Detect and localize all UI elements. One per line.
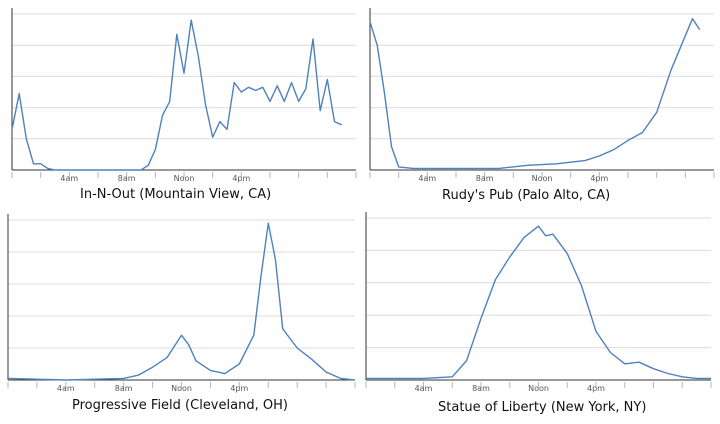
- x-tick-label: Noon: [528, 384, 549, 393]
- series-line: [7, 222, 356, 381]
- chart-svg-4: 4am 8am Noon 4pm: [365, 212, 712, 393]
- chart-svg-2: 4am 8am Noon 4pm: [369, 8, 715, 183]
- chart-panel-3: 4am 8am Noon 4pm Progressive Field (Clevela…: [0, 212, 360, 424]
- x-tick-label: 4am: [57, 384, 75, 393]
- x-tick-label: 4pm: [232, 174, 250, 183]
- x-tick-label: 8am: [115, 384, 133, 393]
- x-tick-label: 4pm: [230, 384, 248, 393]
- series-line: [369, 18, 701, 170]
- chart-title: Statue of Liberty (New York, NY): [438, 400, 647, 415]
- chart-svg-3: 4am 8am Noon 4pm: [7, 214, 356, 393]
- x-tick-label: 4am: [418, 174, 436, 183]
- x-tick-label: 8am: [476, 174, 494, 183]
- chart-panel-2: 4am 8am Noon 4pm Rudy's Pub (Palo Alto, CA): [364, 0, 720, 212]
- x-tick-label: Noon: [532, 174, 553, 183]
- x-tick-label: 4am: [415, 384, 433, 393]
- series-line: [11, 19, 342, 171]
- x-tick-label: Noon: [174, 174, 195, 183]
- chart-title: In-N-Out (Mountain View, CA): [80, 187, 272, 202]
- x-tick-label: 4am: [60, 174, 78, 183]
- x-tick-label: 4pm: [587, 384, 605, 393]
- x-tick-label: 8am: [472, 384, 490, 393]
- x-tick-label: 4pm: [590, 174, 608, 183]
- x-tick-label: Noon: [171, 384, 192, 393]
- chart-panel-1: 4am 8am Noon 4pm In-N-Out (Mountain View, C…: [0, 0, 360, 212]
- series-line: [366, 225, 711, 380]
- chart-title: Progressive Field (Cleveland, OH): [72, 398, 288, 413]
- chart-panel-4: 4am 8am Noon 4pm Statue of Liberty (New Yor…: [364, 212, 720, 424]
- chart-title: Rudy's Pub (Palo Alto, CA): [442, 188, 611, 203]
- chart-svg-1: 4am 8am Noon 4pm: [11, 8, 357, 183]
- x-tick-label: 8am: [118, 174, 136, 183]
